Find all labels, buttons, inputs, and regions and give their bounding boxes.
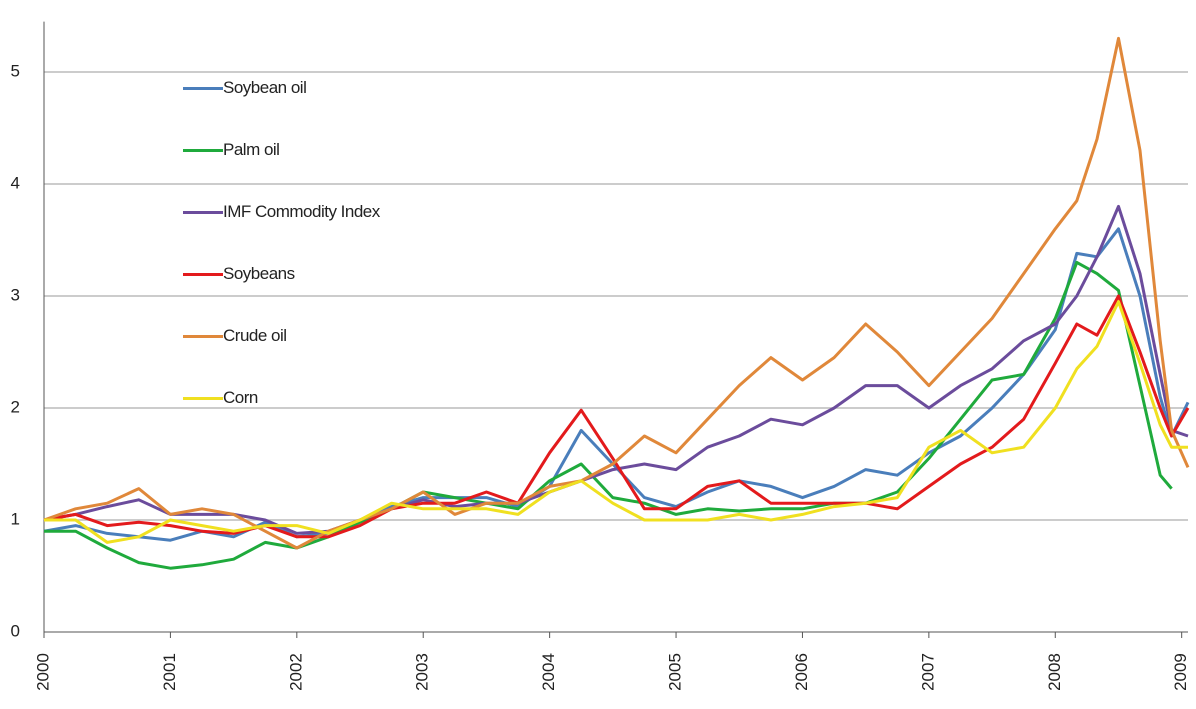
series-line	[43, 204, 1189, 535]
x-tick-label: 2002	[286, 653, 305, 691]
legend-entry: Palm oil	[183, 140, 393, 202]
legend-entry: Corn	[183, 388, 393, 450]
legend-label: Soybean oil	[223, 78, 307, 97]
legend-swatch	[183, 397, 223, 400]
y-tick-label: 5	[11, 61, 20, 80]
y-tick-label: 0	[11, 621, 20, 640]
y-tick-label: 2	[11, 397, 20, 416]
y-tick-label: 4	[11, 173, 20, 192]
x-tick-label: 2003	[413, 653, 432, 691]
legend-swatch	[183, 335, 223, 338]
legend-entry: Soybeans	[183, 264, 393, 326]
series-line	[44, 260, 1173, 570]
x-tick-label: 2008	[1045, 653, 1064, 691]
legend-label: Soybeans	[223, 264, 295, 283]
legend-label: IMF Commodity Index	[223, 202, 380, 221]
legend-entry: IMF Commodity Index	[183, 202, 393, 264]
legend-label: Corn	[223, 388, 258, 407]
x-tick-label: 2000	[33, 653, 52, 691]
legend: Soybean oil Palm oil IMF Commodity Index So…	[183, 78, 393, 450]
legend-entry: Soybean oil	[183, 78, 393, 140]
legend-label: Palm oil	[223, 140, 280, 159]
series-line	[43, 36, 1190, 550]
legend-swatch	[183, 149, 223, 152]
legend-swatch	[183, 87, 223, 90]
legend-swatch	[183, 211, 223, 214]
legend-entry: Crude oil	[183, 326, 393, 388]
x-tick-label: 2009	[1171, 653, 1190, 691]
y-tick-label: 1	[11, 509, 20, 528]
legend-swatch	[183, 273, 223, 276]
x-tick-label: 2006	[792, 653, 811, 691]
x-tick-label: 2004	[539, 653, 558, 691]
y-tick-label: 3	[11, 285, 20, 304]
series-line	[44, 300, 1188, 544]
x-tick-label: 2007	[918, 653, 937, 691]
x-tick-label: 2001	[160, 653, 179, 691]
x-tick-label: 2005	[666, 653, 685, 691]
legend-label: Crude oil	[223, 326, 287, 345]
